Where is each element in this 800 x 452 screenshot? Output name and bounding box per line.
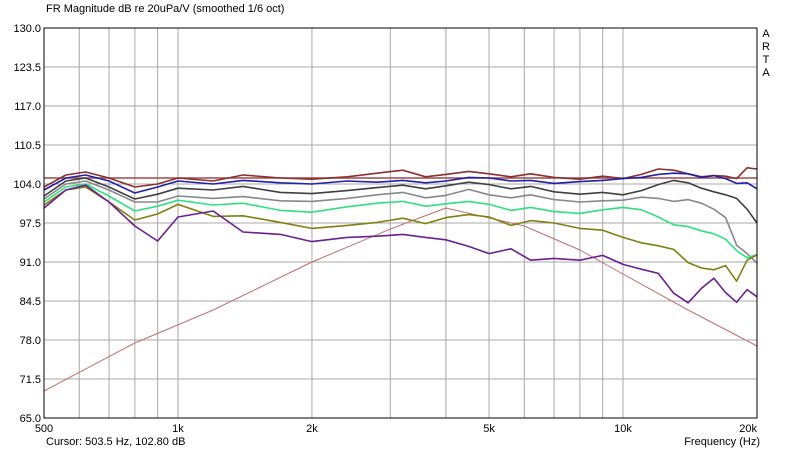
- series-layer: [43, 167, 758, 392]
- y-tick-label: 123.5: [13, 62, 41, 74]
- arta-brand-label: A R T A: [760, 28, 772, 80]
- x-tick-label: 500: [35, 423, 53, 435]
- x-tick-label: 2k: [306, 423, 318, 435]
- y-tick-label: 117.0: [14, 101, 41, 113]
- y-axis-tick-labels: 130.0 123.5 117.0 110.5 104.0 97.5 91.0 84.5 78.…: [13, 23, 41, 425]
- y-tick-label: 130.0: [13, 23, 41, 35]
- series-line: [43, 184, 758, 304]
- major-grid: [44, 27, 757, 419]
- brand-letter: T: [762, 54, 770, 66]
- y-tick-label: 65.0: [20, 413, 41, 425]
- x-tick-label: 20k: [739, 423, 757, 435]
- y-tick-label: 71.5: [20, 374, 41, 386]
- x-tick-label: 10k: [614, 423, 632, 435]
- x-tick-label: 5k: [483, 423, 495, 435]
- x-axis-tick-labels: 500 1k 2k 5k 10k 20k: [35, 423, 758, 435]
- brand-letter: R: [762, 41, 770, 53]
- y-tick-label: 97.5: [20, 218, 41, 230]
- y-tick-label: 78.0: [20, 335, 41, 347]
- cursor-readout: Cursor: 503.5 Hz, 102.80 dB: [46, 436, 186, 448]
- y-tick-label: 110.5: [14, 140, 41, 152]
- y-tick-label: 104.0: [13, 179, 41, 191]
- series-line: [43, 183, 758, 259]
- series-line: [43, 186, 758, 282]
- y-tick-label: 91.0: [20, 257, 41, 269]
- brand-letter: A: [762, 28, 770, 40]
- series-line: [43, 177, 758, 224]
- x-tick-label: 1k: [172, 423, 184, 435]
- chart-title: FR Magnitude dB re 20uPa/V (smoothed 1/6…: [46, 3, 285, 15]
- series-line: [43, 207, 758, 392]
- plot-frame: [43, 27, 758, 419]
- x-axis-label: Frequency (Hz): [684, 436, 760, 448]
- y-tick-label: 84.5: [20, 296, 41, 308]
- series-line: [43, 180, 758, 264]
- brand-letter: A: [762, 67, 770, 79]
- series-line: [43, 172, 758, 194]
